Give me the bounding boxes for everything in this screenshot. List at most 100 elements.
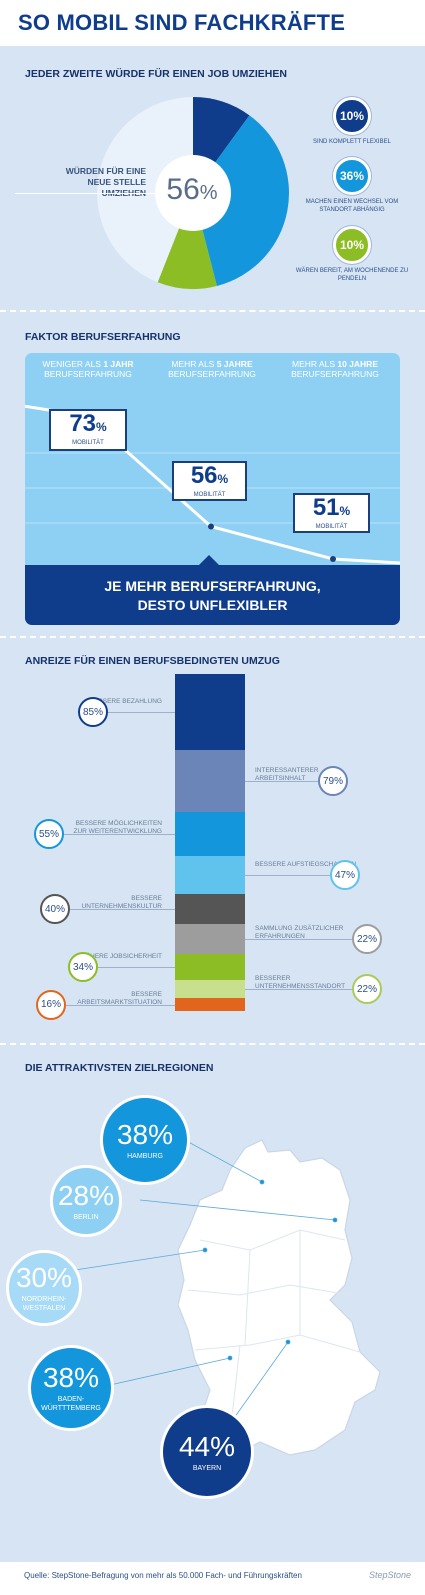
incentive-value-5: 40% xyxy=(40,894,70,924)
divider-2 xyxy=(0,636,425,638)
incentive-label-3: BESSERE MÖGLICHKEITEN ZUR WEITERENTWICKL… xyxy=(73,820,162,835)
experience-column-3: MEHR ALS 10 JAHRE BERUFSERFAHRUNG xyxy=(280,359,390,379)
incentive-bar-6 xyxy=(175,924,245,954)
incentive-connector-4 xyxy=(245,875,330,876)
incentive-bar-4 xyxy=(175,856,245,894)
experience-column-1: WENIGER ALS 1 JAHR BERUFSERFAHRUNG xyxy=(33,359,143,379)
mobility-label-3: MOBILITÄT xyxy=(315,524,348,530)
col3-line1a: MEHR ALS xyxy=(292,359,338,369)
badge-standort-caption: MACHEN EINEN WECHSEL VOM STANDORT ABHÄNG… xyxy=(305,199,399,213)
pie-label-line xyxy=(15,193,165,194)
incentive-bar-8 xyxy=(175,980,245,998)
incentive-label-5: BESSERE UNTERNEHMENSKULTUR xyxy=(81,895,162,910)
region-name-4: BADEN-WÜRTTTEMBERG xyxy=(41,1396,101,1412)
col1-line1b: 1 JAHR xyxy=(103,359,134,369)
incentive-connector-5 xyxy=(70,909,175,910)
incentive-label-8: BESSERER UNTERNEHMENSSTANDORT xyxy=(255,975,346,990)
mobility-box-2: 56% MOBILITÄT xyxy=(172,461,247,501)
incentive-connector-7 xyxy=(98,967,175,968)
section4-heading: DIE ATTRAKTIVSTEN ZIELREGIONEN xyxy=(25,1062,214,1074)
col2-line1b: 5 JAHRE xyxy=(216,359,253,369)
experience-column-2: MEHR ALS 5 JAHRE BERUFSERFAHRUNG xyxy=(157,359,267,379)
badge-flexibel: 10% xyxy=(333,97,371,135)
mobility-label-2: MOBILITÄT xyxy=(193,492,226,498)
region-value-5: 44% xyxy=(178,1430,236,1462)
incentive-label-4: BESSERE AUFSTIEGSCHANCEN xyxy=(255,861,357,868)
state-borders xyxy=(187,1229,361,1436)
region-value-2: 28% xyxy=(57,1179,115,1211)
col2-line2: BERUFSERFAHRUNG xyxy=(168,369,256,379)
incentive-connector-2 xyxy=(245,781,318,782)
incentive-value-3: 55% xyxy=(34,819,64,849)
mobility-value-3: 51% xyxy=(312,494,351,521)
incentive-connector-1 xyxy=(108,712,175,713)
pie-slice-2 xyxy=(157,193,217,289)
region-5: 44% BAYERN xyxy=(160,1405,254,1499)
region-name-5: BAYERN xyxy=(192,1464,222,1472)
incentive-label-6: SAMMLUNG ZUSÄTZLICHER ERFAHRUNGEN xyxy=(255,925,344,940)
region-1: 38% HAMBURG xyxy=(100,1095,190,1185)
conclusion-line-2: DESTO UNFLEXIBLER xyxy=(137,597,288,613)
stepstone-logo: StepStone xyxy=(368,1570,411,1580)
pie-center-pct: % xyxy=(199,182,218,204)
mobility-value-2: 56% xyxy=(190,462,229,489)
mobility-point-3 xyxy=(330,556,336,562)
incentive-value-2: 79% xyxy=(318,766,348,796)
mobility-pie-chart xyxy=(96,97,289,289)
incentive-connector-9 xyxy=(66,1004,175,1006)
section3-heading: ANREIZE FÜR EINEN BERUFSBEDINGTEN UMZUG xyxy=(25,655,280,667)
pie-label: WÜRDEN FÜR EINE NEUE STELLE UMZIEHEN xyxy=(65,166,146,198)
incentive-value-8: 22% xyxy=(352,974,382,1004)
incentive-bar-2 xyxy=(175,750,245,812)
region-name-2: BERLIN xyxy=(73,1213,99,1221)
incentive-label-1: BESSERE BEZAHLUNG xyxy=(89,698,162,705)
region-4: 38% BADEN-WÜRTTTEMBERG xyxy=(28,1345,114,1431)
pie-hole xyxy=(155,155,231,231)
region-name-3: NORDRHEIN-WESTFALEN xyxy=(21,1296,67,1312)
incentive-bar-7 xyxy=(175,954,245,980)
title-bar: SO MOBIL SIND FACHKRÄFTE xyxy=(0,0,425,46)
incentive-connector-3 xyxy=(64,834,175,835)
divider-1 xyxy=(0,310,425,312)
region-3: 30% NORDRHEIN-WESTFALEN xyxy=(6,1250,82,1326)
experience-conclusion: JE MEHR BERUFSERFAHRUNG, DESTO UNFLEXIBL… xyxy=(25,565,400,625)
col1-line1a: WENIGER ALS xyxy=(42,359,104,369)
incentive-label-7: HÖHERE JOBSICHERHEIT xyxy=(80,953,162,960)
col3-line1b: 10 JAHRE xyxy=(337,359,378,369)
experience-panel: WENIGER ALS 1 JAHR BERUFSERFAHRUNG MEHR … xyxy=(25,353,400,625)
incentive-value-6: 22% xyxy=(352,924,382,954)
mobility-value-1-num: 73 xyxy=(69,410,97,437)
germany-map xyxy=(74,1131,381,1456)
region-2: 28% BERLIN xyxy=(50,1165,122,1237)
badge-pendeln: 10% xyxy=(333,226,371,264)
incentive-bar-5 xyxy=(175,894,245,924)
incentive-label-9: BESSERE ARBEITSMARKTSITUATION xyxy=(77,990,162,1006)
region-value-4: 38% xyxy=(42,1362,100,1393)
region-value-3: 30% xyxy=(15,1262,73,1293)
pie-slice-1 xyxy=(193,115,289,286)
incentive-bar-9 xyxy=(175,998,245,1011)
badge-pendeln-caption: WÄREN BEREIT, AM WOCHENENDE ZU PENDELN xyxy=(295,268,409,282)
incentive-bar-1 xyxy=(175,674,245,750)
col3-line2: BERUFSERFAHRUNG xyxy=(291,369,379,379)
pie-center: 56% xyxy=(159,173,225,210)
incentive-value-1: 85% xyxy=(78,697,108,727)
mobility-box-1: 73% MOBILITÄT xyxy=(49,409,127,451)
incentive-connector-8 xyxy=(245,989,352,990)
incentive-value-7: 34% xyxy=(68,952,98,982)
conclusion-line-1: JE MEHR BERUFSERFAHRUNG, xyxy=(104,578,321,594)
page-title: SO MOBIL SIND FACHKRÄFTE xyxy=(18,10,346,35)
mobility-label-1: MOBILITÄT xyxy=(72,440,104,446)
pie-slice-3 xyxy=(96,97,193,283)
badge-standort: 36% xyxy=(333,157,371,195)
pie-center-value: 56 xyxy=(166,173,200,206)
section1-heading: JEDER ZWEITE WÜRDE FÜR EINEN JOB UMZIEHE… xyxy=(25,68,287,80)
mobility-value-1: 73% xyxy=(69,410,107,437)
mobility-value-3-num: 51 xyxy=(312,494,340,521)
section2-heading: FAKTOR BERUFSERFAHRUNG xyxy=(25,331,181,343)
col2-line1a: MEHR ALS xyxy=(171,359,217,369)
divider-3 xyxy=(0,1043,425,1045)
region-value-1: 38% xyxy=(116,1118,174,1150)
incentive-value-9: 16% xyxy=(36,989,66,1020)
incentive-label-2: INTERESSANTERER ARBEITSINHALT xyxy=(255,767,319,782)
